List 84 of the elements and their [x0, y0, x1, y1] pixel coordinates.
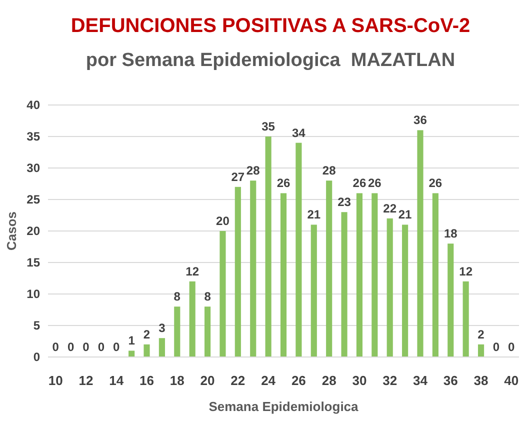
bar: [372, 193, 378, 357]
bar: [265, 136, 272, 357]
data-label: 2: [478, 327, 485, 342]
bar: [341, 212, 348, 357]
bar: [356, 193, 363, 357]
data-label: 26: [352, 176, 366, 190]
bar: [234, 186, 241, 357]
bar: [448, 244, 454, 357]
x-tick-label: 14: [109, 373, 124, 388]
data-label: 28: [246, 164, 260, 178]
data-label: 0: [113, 340, 120, 354]
bar: [204, 306, 211, 357]
x-tick-label: 38: [474, 373, 488, 388]
y-tick-label: 15: [26, 256, 40, 270]
y-axis-title: Casos: [4, 211, 19, 251]
bar: [220, 231, 226, 357]
bar: [402, 224, 408, 357]
chart-subtitle: por Semana Epidemiologica MAZATLAN: [86, 50, 456, 71]
data-label: 26: [368, 176, 382, 190]
bar: [189, 281, 196, 357]
data-label: 0: [98, 340, 105, 354]
bar: [174, 306, 180, 357]
x-tick-label: 34: [413, 373, 428, 388]
data-label: 0: [508, 340, 516, 354]
x-tick-label: 18: [170, 373, 184, 388]
x-tick-label: 10: [48, 373, 63, 388]
data-label: 28: [322, 164, 336, 178]
data-label: 21: [307, 208, 321, 222]
bar: [326, 180, 332, 357]
data-label: 0: [52, 340, 60, 354]
y-tick-label: 30: [26, 161, 40, 176]
bar: [386, 218, 393, 357]
data-label: 26: [276, 176, 290, 190]
data-label: 27: [231, 170, 245, 184]
data-label: 23: [338, 195, 352, 210]
bar: [144, 344, 150, 357]
y-tick-label: 40: [26, 98, 40, 112]
data-label: 21: [398, 208, 412, 222]
y-tick-label: 0: [33, 350, 40, 364]
bar: [478, 344, 484, 357]
data-label: 0: [82, 340, 90, 354]
data-label: 1: [128, 334, 136, 348]
data-label: 18: [444, 226, 458, 241]
data-label: 3: [158, 321, 166, 336]
x-tick-label: 26: [291, 373, 306, 388]
bar: [280, 193, 287, 357]
y-tick-label: 5: [33, 318, 40, 333]
x-tick-label: 40: [504, 373, 519, 388]
y-tick-label: 20: [26, 224, 40, 238]
data-label: 36: [414, 113, 428, 128]
x-axis-title: Semana Epidemiologica: [208, 399, 360, 414]
x-tick-label: 22: [230, 373, 246, 388]
x-tick-label: 16: [140, 373, 154, 388]
data-label: 22: [383, 201, 397, 216]
data-label: 34: [292, 126, 306, 140]
data-label: 0: [67, 340, 74, 354]
data-label: 20: [216, 214, 230, 228]
bar: [250, 180, 256, 357]
bar: [296, 142, 302, 357]
bar: [417, 130, 424, 357]
y-tick-label: 25: [26, 192, 40, 207]
y-tick-label: 10: [26, 287, 40, 302]
data-label: 0: [492, 340, 500, 354]
data-label: 8: [174, 290, 181, 304]
x-tick-label: 20: [200, 373, 215, 388]
data-label: 2: [143, 327, 150, 342]
bar: [432, 193, 438, 357]
data-label: 8: [204, 290, 212, 304]
bar: [158, 338, 165, 357]
chart-title: DEFUNCIONES POSITIVAS A SARS-CoV-2: [70, 15, 470, 37]
data-label: 12: [186, 264, 200, 278]
x-tick-label: 28: [322, 373, 336, 388]
x-tick-label: 24: [261, 373, 276, 388]
data-label: 35: [262, 120, 276, 134]
data-label: 26: [428, 176, 442, 190]
x-tick-label: 12: [78, 373, 94, 388]
bar: [128, 350, 135, 357]
x-tick-label: 30: [352, 373, 367, 388]
x-tick-label: 36: [443, 373, 458, 388]
bar: [310, 224, 317, 357]
x-tick-label: 32: [382, 373, 398, 388]
y-tick-label: 35: [26, 130, 40, 144]
bar: [462, 281, 469, 357]
data-label: 12: [459, 264, 473, 278]
